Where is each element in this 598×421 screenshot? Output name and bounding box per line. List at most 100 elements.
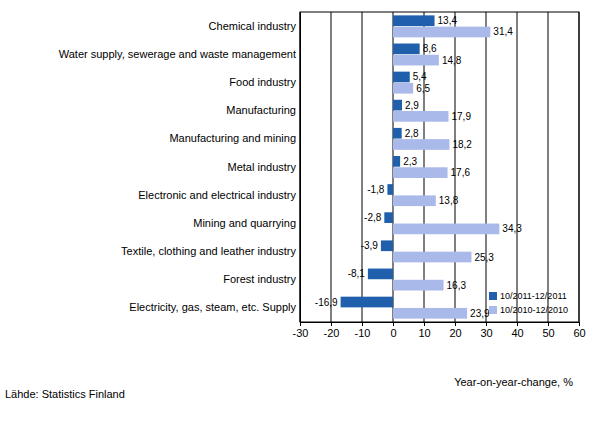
x-axis: -30 -20 -10 0 10 20 30 40 50 60: [293, 322, 586, 339]
tick-label: -20: [324, 327, 340, 339]
data-labels: 13,48,65,42,92,82,3-1,8-2,8-3,9-8,1-16,9…: [315, 15, 522, 319]
tick-label: -10: [355, 327, 371, 339]
data-label: 16,3: [447, 280, 467, 291]
bars: [341, 15, 500, 318]
category-label: Metal industry: [228, 161, 297, 173]
bar: [368, 269, 393, 280]
bar: [393, 44, 420, 55]
data-label: 13,8: [439, 195, 459, 206]
tick: -30: [293, 322, 309, 339]
category-label: Forest industry: [223, 273, 296, 285]
tick: 20: [449, 322, 461, 339]
data-label: 13,4: [438, 15, 458, 26]
tick: Forest industry: [223, 273, 300, 285]
bar: [384, 212, 393, 223]
data-label: -8,1: [348, 268, 366, 279]
source: Lähde: Statistics Finland: [5, 388, 125, 400]
data-label: 2,3: [403, 156, 417, 167]
axis-title: Year-on-year-change, %: [454, 376, 573, 388]
plot: 13,48,65,42,92,82,3-1,8-2,8-3,9-8,1-16,9…: [59, 12, 586, 339]
tick-label: 40: [511, 327, 523, 339]
data-label: 8,6: [423, 43, 437, 54]
tick: Water supply, sewerage and waste managem…: [59, 48, 300, 60]
legend-swatch: [489, 306, 497, 314]
tick: 30: [480, 322, 492, 339]
tick: Metal industry: [228, 161, 300, 173]
plot-frame: [300, 12, 579, 322]
category-label: Chemical industry: [209, 20, 297, 32]
grid-line: [548, 12, 549, 322]
data-label: 5,4: [413, 71, 427, 82]
tick: 60: [573, 322, 585, 339]
tick-mark: [517, 322, 518, 326]
bar: [393, 72, 410, 83]
data-label: 17,9: [451, 111, 471, 122]
tick-mark: [579, 322, 580, 326]
bar: [393, 128, 402, 139]
bar: [341, 297, 393, 308]
bar: [393, 195, 436, 206]
grid-line: [331, 12, 332, 322]
tick-mark: [393, 322, 394, 326]
bar: [393, 139, 449, 150]
bar: [393, 252, 471, 263]
grid-line: [486, 12, 487, 322]
category-label: Electricity, gas, steam, etc. Supply: [129, 301, 296, 313]
data-label: 31,4: [493, 26, 513, 37]
tick-label: 50: [542, 327, 554, 339]
tick: -20: [324, 322, 340, 339]
data-label: 23,9: [470, 308, 490, 319]
tick-mark: [331, 322, 332, 326]
tick-label: 20: [449, 327, 461, 339]
data-label: 14,8: [442, 55, 462, 66]
category-label: Water supply, sewerage and waste managem…: [59, 48, 296, 60]
data-label: 18,2: [452, 139, 472, 150]
tick-mark: [424, 322, 425, 326]
bar: [393, 156, 400, 167]
bar: [393, 27, 490, 38]
tick: 40: [511, 322, 523, 339]
category-label: Textile, clothing and leather industry: [121, 245, 296, 257]
tick-mark: [300, 322, 301, 326]
tick-label: 10: [418, 327, 430, 339]
tick: Manufacturing and mining: [169, 132, 300, 144]
category-label: Mining and quarrying: [193, 217, 296, 229]
bar: [387, 184, 393, 195]
category-label: Food industry: [229, 76, 296, 88]
tick: Food industry: [229, 76, 300, 88]
legend-label: 10/2011-12/2011: [500, 291, 567, 301]
data-label: 25,3: [474, 252, 494, 263]
tick-label: -30: [293, 327, 309, 339]
category-label: Electronic and electrical industry: [138, 189, 296, 201]
data-label: 2,8: [405, 128, 419, 139]
bar: [393, 111, 448, 122]
bar: [381, 240, 393, 251]
data-label: 17,6: [451, 167, 471, 178]
data-label: -16,9: [315, 297, 338, 308]
y-axis: Chemical industry Water supply, sewerage …: [59, 13, 301, 323]
data-label: -1,8: [367, 184, 385, 195]
data-label: 34,3: [502, 223, 522, 234]
bar: [393, 280, 444, 291]
tick-mark: [486, 322, 487, 326]
category-label: Manufacturing: [226, 104, 296, 116]
tick: Electricity, gas, steam, etc. Supply: [129, 301, 300, 313]
tick-label: 30: [480, 327, 492, 339]
bar: [393, 100, 402, 111]
bar: [393, 83, 413, 94]
tick: 0: [390, 322, 396, 339]
chart: 13,48,65,42,92,82,3-1,8-2,8-3,9-8,1-16,9…: [0, 0, 598, 421]
bar: [393, 167, 448, 178]
bar: [393, 308, 467, 319]
legend-swatch: [489, 292, 497, 300]
axis-line: [301, 323, 580, 327]
bar: [393, 55, 439, 66]
tick: 10: [418, 322, 430, 339]
legend-label: 10/2010-12/2010: [500, 305, 568, 315]
tick-label: 60: [573, 327, 585, 339]
tick-mark: [455, 322, 456, 326]
tick: 50: [542, 322, 554, 339]
data-label: 2,9: [405, 100, 419, 111]
tick: -10: [355, 322, 371, 339]
data-label: -2,8: [364, 212, 382, 223]
